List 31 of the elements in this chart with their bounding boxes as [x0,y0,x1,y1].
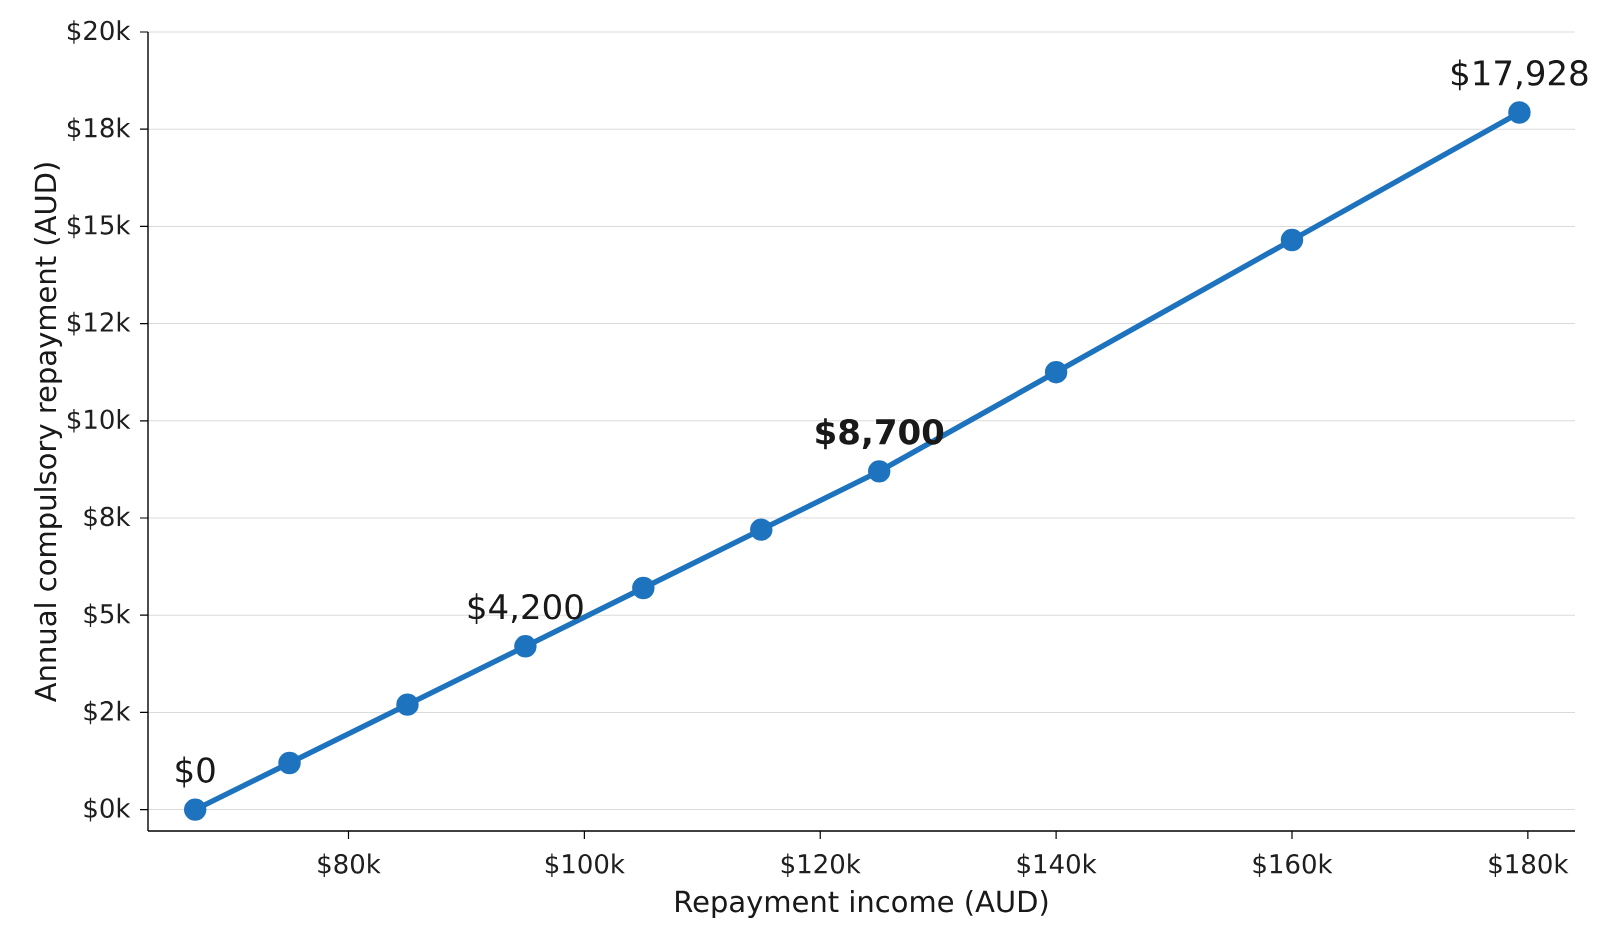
data-label: $17,928 [1451,59,1588,91]
y-tick-label: $12k [67,311,131,336]
y-tick-label: $18k [67,117,131,141]
point [514,635,537,658]
point [278,751,301,775]
x-tick-label: $160k [1253,853,1333,878]
x-tick-label: $120k [781,853,861,878]
point [750,518,773,541]
point [632,576,655,600]
x-tick-label: $100k [545,853,625,878]
point [1508,101,1531,124]
y-axis-title: Annual compulsory repayment (AUD) [33,163,63,703]
data-label: $0 [176,756,215,788]
y-tick-label: $8k [84,506,131,530]
x-axis-title: Repayment income (AUD) [676,889,1048,919]
point [1280,228,1304,252]
point [868,460,891,483]
y-tick-label: $5k [84,603,131,627]
y-tick-label: $15k [67,214,131,239]
y-tick-label: $10k [67,409,131,433]
x-tick-label: $140k [1017,853,1097,878]
point [183,798,207,821]
data-label: $8,700 [816,418,944,450]
point [1044,361,1068,384]
y-tick-label: $20k [67,20,131,44]
x-tick-label: $80k [318,853,381,878]
y-tick-label: $0k [84,797,131,822]
point [396,693,419,716]
y-tick-label: $2k [84,700,131,725]
x-tick-label: $180k [1489,853,1569,878]
data-label: $4,200 [468,593,583,625]
